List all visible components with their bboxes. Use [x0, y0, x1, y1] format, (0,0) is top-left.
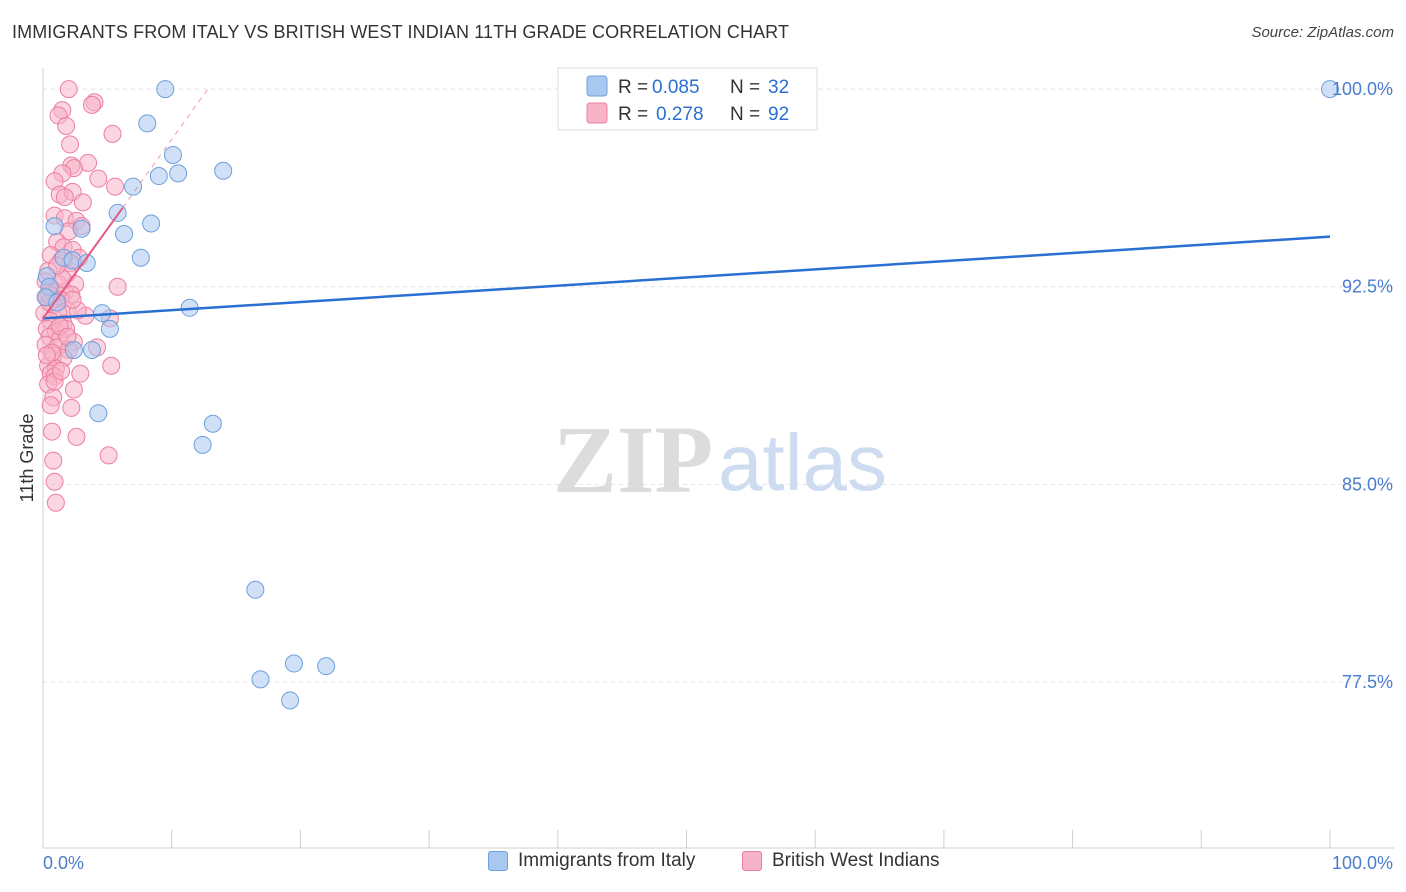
- bwi-point: [37, 346, 56, 365]
- italy-point: [317, 657, 336, 676]
- italy-point: [72, 219, 91, 238]
- bwi-point: [82, 95, 101, 114]
- italy-point: [82, 340, 101, 359]
- bwi-point: [61, 135, 80, 154]
- legend-swatch-italy: [586, 75, 608, 97]
- legend-n-value: 92: [768, 104, 789, 125]
- bwi-point: [89, 169, 108, 188]
- bwi-point: [103, 124, 122, 143]
- gridlines: [43, 88, 1394, 683]
- italy-point: [138, 114, 157, 133]
- bwi-point: [43, 422, 62, 441]
- legend-swatch-bwi: [742, 851, 762, 871]
- bwi-point: [41, 396, 60, 415]
- legend-r-value: 0.085: [652, 77, 700, 98]
- italy-point: [284, 654, 303, 673]
- tick-labels: 100.0% 92.5% 85.0% 77.5% 0.0% 100.0%: [43, 79, 1393, 873]
- italy-point: [281, 691, 300, 710]
- italy-point: [1321, 80, 1339, 99]
- bwi-point: [73, 193, 92, 212]
- italy-point: [214, 161, 233, 180]
- watermark: ZIP atlas: [553, 406, 887, 513]
- bwi-point: [102, 356, 121, 375]
- italy-point: [48, 293, 67, 312]
- bwi-point: [44, 451, 63, 470]
- bwi-point: [67, 427, 86, 446]
- italy-point: [115, 225, 134, 244]
- legend-item-bwi[interactable]: British West Indians: [742, 850, 940, 872]
- legend-n-label: N =: [730, 77, 760, 98]
- y-tick-label: 85.0%: [1342, 474, 1393, 494]
- scatter-points: [35, 80, 1339, 710]
- trend-lines: [42, 88, 1331, 320]
- italy-point: [149, 167, 168, 186]
- legend-n-value: 32: [768, 77, 789, 98]
- y-tick-label: 77.5%: [1342, 672, 1393, 692]
- legend-n-label: N =: [730, 104, 760, 125]
- italy-point: [246, 580, 265, 599]
- italy-point: [156, 80, 175, 99]
- legend-swatch-italy: [488, 851, 508, 871]
- legend-label-italy: Immigrants from Italy: [518, 850, 696, 871]
- italy-point: [193, 435, 212, 454]
- italy-point: [45, 217, 64, 236]
- bwi-point: [59, 80, 78, 99]
- italy-point: [163, 145, 182, 164]
- bwi-point: [63, 290, 82, 309]
- italy-point: [124, 177, 143, 196]
- bwi-point: [62, 398, 81, 417]
- bwi-point: [45, 472, 64, 491]
- bwi-trend-extension: [122, 88, 209, 208]
- legend-label-bwi: British West Indians: [772, 850, 940, 871]
- bwi-point: [57, 116, 76, 135]
- x-tick-label: 0.0%: [43, 853, 84, 873]
- watermark-atlas: atlas: [718, 418, 887, 507]
- italy-point: [142, 214, 161, 233]
- bwi-point: [55, 188, 74, 207]
- legend-r-label: R =: [618, 77, 648, 98]
- italy-point: [100, 319, 119, 338]
- italy-point: [89, 404, 108, 423]
- bwi-trend-line: [42, 207, 124, 319]
- bwi-point: [46, 493, 65, 512]
- italy-point: [251, 670, 270, 689]
- bwi-point: [108, 277, 127, 296]
- y-tick-label: 92.5%: [1342, 277, 1393, 297]
- bwi-point: [52, 362, 71, 381]
- italy-point: [169, 164, 188, 183]
- italy-point: [77, 254, 96, 272]
- bwi-point: [106, 177, 125, 196]
- legend-top: R = 0.085 N = 32 R = 0.278 N = 92: [557, 67, 818, 131]
- legend-swatch-bwi: [586, 102, 608, 124]
- y-tick-label: 100.0%: [1332, 79, 1393, 99]
- legend-r-label: R =: [618, 104, 648, 125]
- bwi-point: [71, 364, 90, 383]
- bwi-point: [64, 380, 83, 399]
- italy-point: [131, 248, 150, 267]
- italy-point: [64, 340, 83, 359]
- axes: [42, 68, 1394, 849]
- y-axis-title: 11th Grade: [17, 414, 37, 503]
- italy-point: [203, 414, 222, 433]
- chart-title: IMMIGRANTS FROM ITALY VS BRITISH WEST IN…: [12, 22, 790, 42]
- x-tick-label: 100.0%: [1332, 853, 1393, 873]
- bwi-point: [99, 446, 118, 465]
- legend-item-italy[interactable]: Immigrants from Italy: [488, 850, 695, 872]
- watermark-zip: ZIP: [553, 406, 713, 513]
- source-label: Source: ZipAtlas.com: [1251, 24, 1394, 41]
- legend-bottom: Immigrants from Italy British West India…: [0, 850, 1406, 880]
- italy-trend-line: [42, 235, 1331, 320]
- legend-r-value: 0.278: [656, 104, 704, 125]
